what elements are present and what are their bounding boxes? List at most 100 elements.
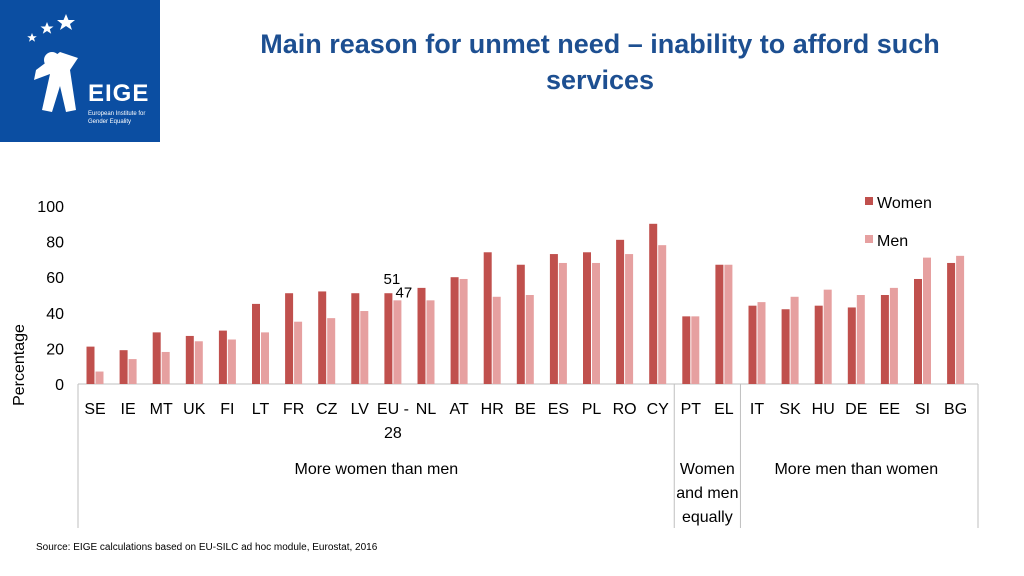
x-tick-label: BE [515, 401, 536, 418]
bar-women [285, 293, 294, 384]
bar-women [516, 264, 525, 384]
x-tick-label: IT [750, 401, 764, 418]
logo-brand: EIGE [88, 80, 150, 107]
y-axis-label: Percentage [11, 324, 28, 406]
x-tick-label: SK [779, 401, 801, 418]
x-tick-label: MT [150, 401, 173, 418]
bar-women [781, 309, 790, 384]
x-tick-label: HU [812, 401, 835, 418]
bar-men [261, 332, 269, 384]
bar-men [856, 295, 865, 384]
bar-men [327, 318, 336, 384]
group-label: More men than women [774, 461, 938, 478]
x-tick-label: SI [915, 401, 930, 418]
bar-men [691, 316, 700, 384]
y-tick-label: 60 [46, 270, 64, 287]
x-tick-label: FI [220, 401, 234, 418]
bar-women [252, 303, 260, 384]
x-tick-label: HR [481, 401, 504, 418]
bar-men [592, 262, 600, 384]
bar-men [757, 302, 766, 384]
group-label: Women and men equally [676, 461, 738, 526]
bar-women [119, 350, 128, 384]
y-tick-label: 80 [46, 235, 64, 252]
y-tick-label: 20 [46, 341, 64, 358]
bar-men [724, 264, 733, 384]
bar-women [814, 305, 823, 384]
x-tick-label: PL [582, 401, 602, 418]
bar-men [128, 359, 137, 384]
x-tick-label: FR [283, 401, 304, 418]
eige-logo: EIGE European Institute for Gender Equal… [0, 0, 160, 142]
bar-men [426, 300, 435, 384]
bar-men [923, 257, 931, 384]
star-icon [27, 33, 37, 42]
bar-women [748, 305, 757, 384]
x-tick-label: PT [681, 401, 702, 418]
bar-women [318, 291, 327, 384]
data-label: 51 [384, 271, 401, 288]
y-tick-label: 40 [46, 306, 64, 323]
bar-men [227, 339, 236, 384]
star-icon [40, 22, 54, 34]
bar-men [294, 321, 303, 384]
bar-women [483, 252, 492, 384]
star-icon [57, 14, 75, 30]
bar-women [880, 295, 889, 384]
x-tick-label: EU -28 [377, 401, 409, 442]
x-tick-label: NL [416, 401, 437, 418]
logo-subtitle: European Institute for Gender Equality [88, 111, 146, 125]
bar-women [847, 307, 856, 384]
x-tick-label: LV [351, 401, 370, 418]
page-title: Main reason for unmet need – inability t… [260, 29, 940, 95]
bar-women [715, 264, 724, 384]
bar-women [450, 277, 459, 384]
bar-women [384, 293, 393, 384]
bar-women [152, 332, 161, 384]
x-tick-label: BG [944, 401, 967, 418]
figure-head-icon [44, 52, 60, 68]
x-tick-label: EL [714, 401, 734, 418]
x-tick-label: AT [449, 401, 468, 418]
data-label: 47 [396, 284, 413, 301]
legend-swatch-men [865, 235, 873, 243]
bar-men [161, 351, 170, 384]
legend-label: Women [877, 195, 932, 212]
legend-swatch-women [865, 197, 873, 205]
legend-label: Men [877, 233, 908, 250]
x-tick-label: CZ [316, 401, 338, 418]
x-tick-label: SE [84, 401, 105, 418]
bar-women [351, 293, 360, 384]
bar-women [914, 278, 922, 384]
bar-women [616, 239, 625, 384]
bar-women [185, 335, 194, 384]
bar-men [790, 296, 799, 384]
x-tick-label: LT [252, 401, 270, 418]
y-tick-label: 100 [37, 199, 64, 216]
bar-men [625, 254, 634, 384]
x-tick-label: DE [845, 401, 867, 418]
figure-icon [34, 52, 78, 112]
x-tick-label: CY [647, 401, 670, 418]
bar-men [889, 287, 898, 384]
bar-men [360, 311, 369, 384]
x-tick-label: ES [548, 401, 569, 418]
bar-men [823, 289, 832, 384]
bar-women [218, 330, 227, 384]
bar-women [947, 262, 956, 384]
bar-women [549, 254, 558, 384]
x-tick-label: EE [879, 401, 900, 418]
bar-women [583, 252, 591, 384]
x-tick-label: RO [613, 401, 637, 418]
bar-men [459, 278, 468, 384]
bar-men [194, 341, 203, 384]
source-note: Source: EIGE calculations based on EU-SI… [36, 542, 378, 553]
bar-men [525, 295, 534, 384]
bar-women [417, 287, 426, 384]
bar-men [658, 245, 667, 384]
bar-women [682, 316, 691, 384]
x-tick-label: UK [183, 401, 206, 418]
bar-women [649, 223, 658, 384]
y-tick-label: 0 [55, 377, 64, 394]
